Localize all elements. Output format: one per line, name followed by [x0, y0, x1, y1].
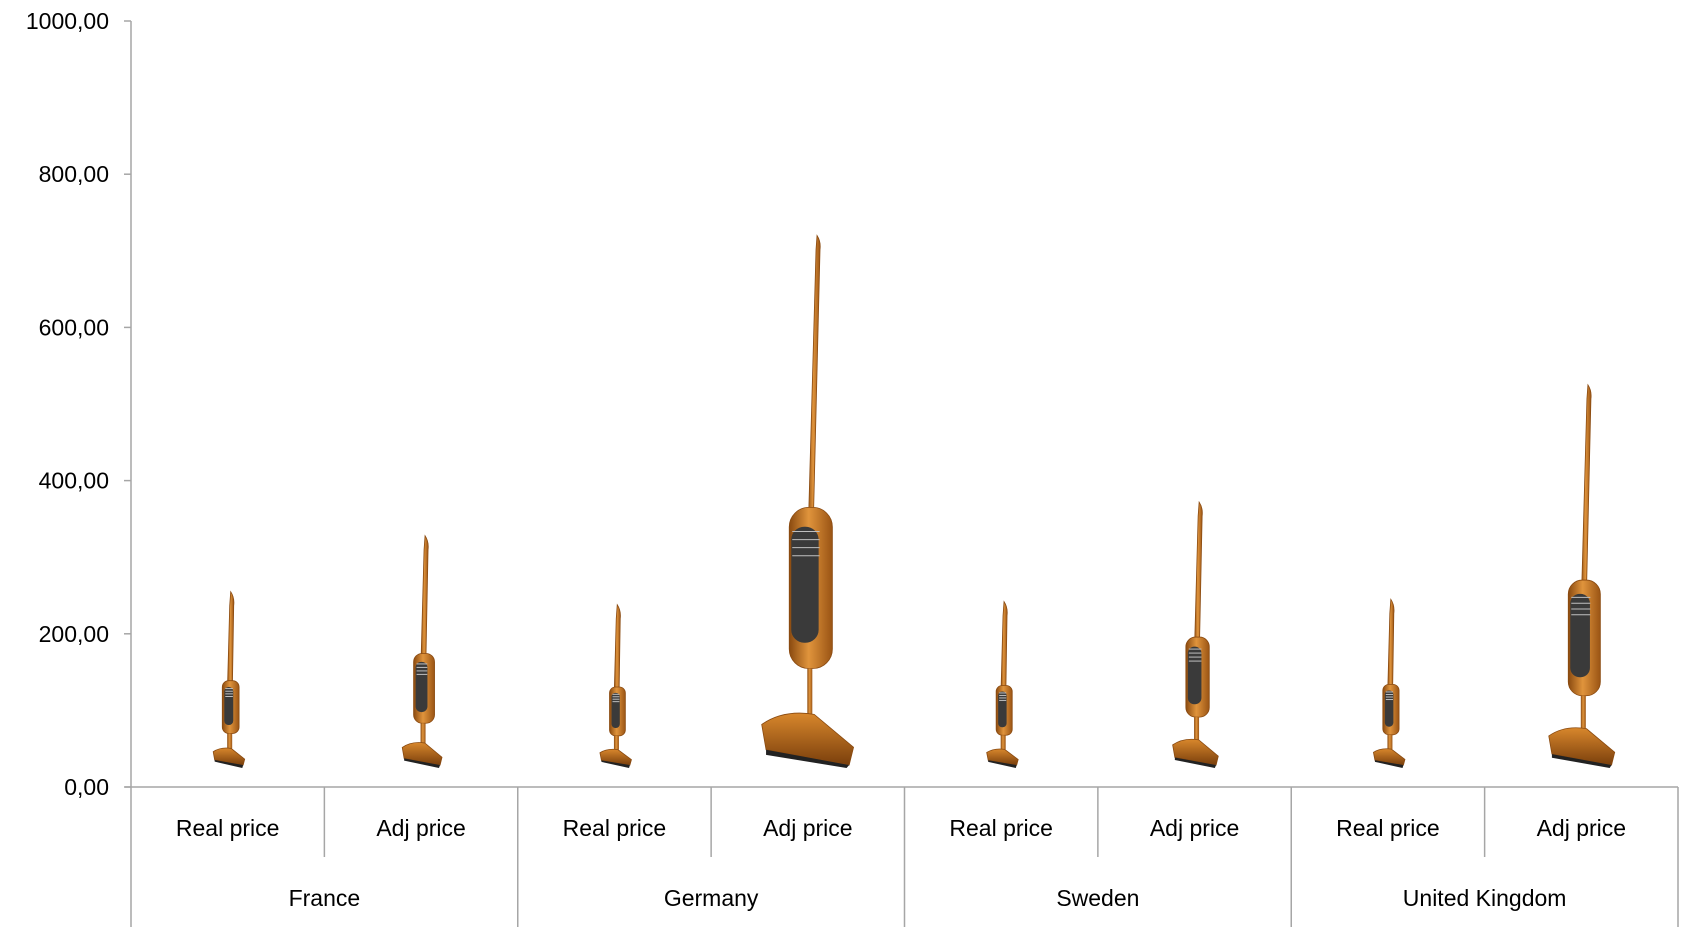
group-label: Sweden	[1056, 885, 1139, 911]
category-label: Real price	[563, 815, 667, 841]
vacuum-head-base	[1374, 760, 1404, 768]
bars	[212, 234, 1616, 768]
vacuum-canister	[611, 692, 620, 728]
vacuum-head	[761, 712, 855, 766]
group-label: United Kingdom	[1403, 885, 1567, 911]
category-label: Adj price	[376, 815, 465, 841]
vacuum-head-base	[988, 760, 1017, 768]
vacuum-canister	[415, 661, 428, 713]
group-label: Germany	[664, 885, 759, 911]
vacuum-head	[1548, 727, 1616, 766]
vacuum-neck	[1000, 735, 1006, 750]
category-label: Adj price	[1150, 815, 1239, 841]
category-label: Adj price	[1537, 815, 1626, 841]
stick-vacuum-icon	[401, 534, 443, 768]
stick-vacuum-icon	[212, 590, 246, 768]
vacuum-head-base	[1551, 754, 1612, 768]
vacuum-neck	[613, 735, 619, 750]
vacuum-canister	[1187, 646, 1202, 705]
y-tick-label: 200,00	[39, 621, 109, 647]
category-label: Adj price	[763, 815, 852, 841]
category-label: Real price	[949, 815, 1053, 841]
vacuum-neck	[420, 723, 426, 744]
stick-vacuum-icon	[1172, 500, 1219, 768]
category-label: Real price	[176, 815, 280, 841]
vacuum-head-base	[766, 749, 850, 768]
stick-vacuum-icon	[1548, 383, 1616, 768]
y-tick-label: 1000,00	[26, 8, 109, 34]
vacuum-head	[1372, 748, 1406, 766]
vacuum-canister	[791, 526, 819, 643]
stick-vacuum-icon	[986, 600, 1019, 768]
vacuum-neck	[807, 668, 813, 715]
vacuum-neck	[1194, 717, 1200, 740]
vacuum-head-base	[601, 760, 630, 768]
vacuum-head-base	[214, 760, 244, 768]
vacuum-canister	[1384, 690, 1394, 727]
stick-vacuum-icon	[761, 234, 855, 768]
vacuum-neck	[1580, 695, 1586, 729]
vacuum-head-base	[404, 758, 441, 768]
vacuum-neck	[1387, 734, 1393, 750]
category-label: Real price	[1336, 815, 1440, 841]
y-tick-label: 800,00	[39, 161, 109, 187]
axis-labels: 0,00 200,00 400,00 600,00 800,00 1000,00 Real …	[26, 8, 1626, 911]
group-label: France	[289, 885, 361, 911]
y-tick-label: 0,00	[64, 774, 109, 800]
vacuum-head	[986, 748, 1019, 766]
vacuum-canister	[224, 687, 234, 725]
y-tick-label: 400,00	[39, 468, 109, 494]
vacuum-head-base	[1174, 757, 1217, 768]
vacuum-head	[1172, 738, 1219, 766]
stick-vacuum-icon	[1372, 598, 1406, 768]
vacuum-head	[599, 748, 632, 766]
stick-vacuum-icon	[599, 603, 632, 768]
vacuum-head	[212, 747, 246, 766]
vacuum-canister	[998, 691, 1007, 728]
vacuum-neck	[227, 733, 233, 749]
vacuum-head	[401, 742, 443, 766]
axes	[124, 20, 1679, 927]
vacuum-canister	[1570, 593, 1590, 678]
y-tick-label: 600,00	[39, 314, 109, 340]
